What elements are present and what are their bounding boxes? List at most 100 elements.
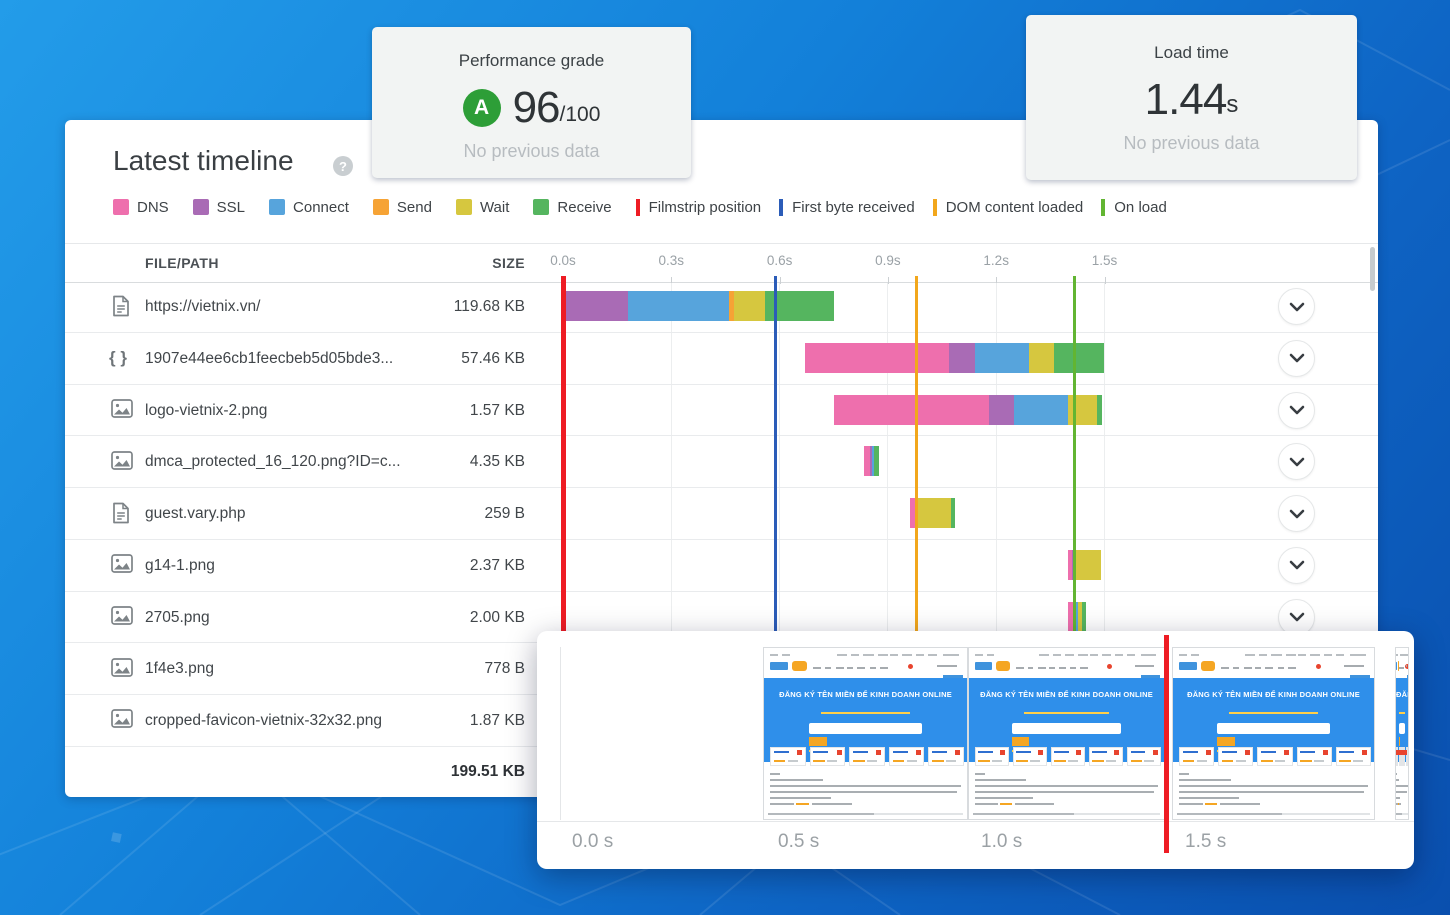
performance-score: 96 [512,83,561,132]
file-size: 1.87 KB [469,712,525,729]
legend-item-ssl: SSL [192,199,245,216]
file-path: cropped-favicon-vietnix-32x32.png [145,712,382,729]
timeline-marker-lines [65,120,1378,797]
mini-hero-title: ĐĂNG KÝ TÊN MIỀN ĐỂ KINH DOANH ONLINE [779,690,952,700]
file-size: 1.57 KB [469,401,525,419]
image-icon [111,450,133,473]
mini-card-price [773,759,786,762]
expand-row-button[interactable] [1278,288,1315,325]
mini-menu-item [1255,666,1262,669]
scrollbar-thumb[interactable] [1370,247,1375,291]
mini-scrollbar-thumb [1177,813,1282,815]
filmstrip-frame-blank [560,647,763,820]
mini-nav-link [1064,653,1075,656]
table-row[interactable]: { } 1907e44ee6cb1feecbeb5d05bde3... 57.46 … [65,333,1378,385]
performance-grade-title: Performance grade [458,51,605,70]
filmstrip-frame: ĐĂNG KÝ TÊN MIỀN ĐỂ KINH DOANH ONLINE [763,647,968,820]
mini-body-link [1397,802,1399,805]
file-size: 4.35 KB [469,453,525,471]
waterfall-bar-segment-ssl [988,394,1015,425]
mini-body-text [1179,778,1232,781]
mini-card-icon [1114,750,1120,756]
clipped-frame-content: ĐĂNG KÝ TÊN MIỀN ĐỂ KINH DOANH ONLINE [1396,648,1408,819]
waterfall-bar-segment-dns [1068,601,1074,632]
mini-card-price [1261,759,1273,762]
expand-row-button[interactable] [1278,443,1315,481]
expand-row-button[interactable] [1278,339,1315,377]
mini-domain-card [849,747,885,766]
legend-item-dom-content-loaded: DOM content loaded [932,198,1084,216]
mini-card-icon [876,750,882,756]
mini-body-text [1396,784,1408,787]
mini-card-note [1353,759,1364,762]
mini-menu-item [824,666,831,669]
mini-body-text [1396,796,1400,799]
filmstrip-overlay: ĐĂNG KÝ TÊN MIỀN ĐỂ KINH DOANH ONLINE ĐĂN… [537,631,1414,869]
image-icon [111,554,133,576]
mini-hero-banner: ĐĂNG KÝ TÊN MIỀN ĐỂ KINH DOANH ONLINE [1396,677,1408,762]
waterfall-rows: https://vietnix.vn/119.68 KB { } 1907e44ee… [65,120,1378,797]
mini-nav-link [1297,653,1306,656]
mini-card-price [813,759,826,762]
load-time-title: Load time [1154,43,1229,62]
mini-domain-card [888,747,925,766]
mini-nav-link [928,653,937,656]
expand-row-button[interactable] [1278,546,1315,584]
mini-card-note [1067,759,1078,762]
expand-row-button[interactable] [1278,391,1315,429]
table-row[interactable]: dmca_protected_16_120.png?ID=c... 4.35 KB [65,436,1378,488]
mini-hero-subtitle [1023,712,1110,715]
waterfall-bar-segment-ssl [869,446,872,477]
file-path: dmca_protected_16_120.png?ID=c... [145,453,401,471]
mini-nav-link [1126,653,1135,656]
mini-body-text [1179,790,1364,793]
mini-card-note [1274,759,1285,762]
mini-card-note [1235,759,1246,762]
mini-card-icon [915,750,921,756]
expand-row-button[interactable] [1278,495,1315,532]
mini-nav-link [916,653,925,656]
mini-nav-link [877,653,888,656]
legend-label: Send [396,198,432,216]
mini-menu-item [879,666,888,669]
mini-body-text [974,796,1034,799]
document-icon [111,295,133,317]
mini-body-text [1179,772,1190,775]
table-row[interactable]: logo-vietnix-2.png 1.57 KB [65,385,1378,437]
file-path: https://vietnix.vn/ [145,298,261,315]
mini-body-text [770,784,961,787]
mini-card-price [1016,759,1028,762]
performance-score-suffix: /100 [559,103,601,126]
filmstrip-time-label: 0.5 s [778,831,820,852]
table-row[interactable]: guest.vary.php 259 B [65,488,1378,540]
timeline-legend: DNS SSL Connect Send Wait Receive Filmstrip po… [113,196,1185,218]
mini-lang-text [936,665,957,668]
mini-hero-subtitle [1399,712,1405,715]
help-icon[interactable]: ? [333,156,353,176]
mini-nav-link [1245,653,1256,656]
mini-card-title [1054,751,1069,754]
waterfall-bar-segment-dns [804,342,950,373]
waterfall-bar-segment-connect [1075,601,1079,632]
mini-body-text [1396,802,1398,805]
table-row[interactable]: g14-1.png 2.37 KB [65,540,1378,592]
mini-logo [1179,661,1198,671]
dom-content-loaded-line [914,276,918,746]
legend-label: On load [1114,198,1167,216]
mini-body-text [1398,802,1402,805]
legend-item-send: Send [372,198,432,216]
axis-tick-mark [671,277,673,284]
mini-card-title [1182,751,1198,754]
mini-body-text [974,802,999,805]
performance-note: No previous data [463,141,600,161]
waterfall-bar-segment-connect [974,342,1029,373]
legend-label: DOM content loaded [945,198,1084,216]
mini-body-text [1179,796,1240,799]
mini-body-text [770,778,823,781]
mini-cta-pill [792,660,807,672]
mini-nav-link [974,653,983,656]
axis-tick-label: 1.2s [983,253,1009,268]
mini-menu-item [836,666,845,669]
performance-grade-card: Performance grade A 96 /100 No previous … [372,27,691,178]
legend-label: Receive [557,198,612,216]
